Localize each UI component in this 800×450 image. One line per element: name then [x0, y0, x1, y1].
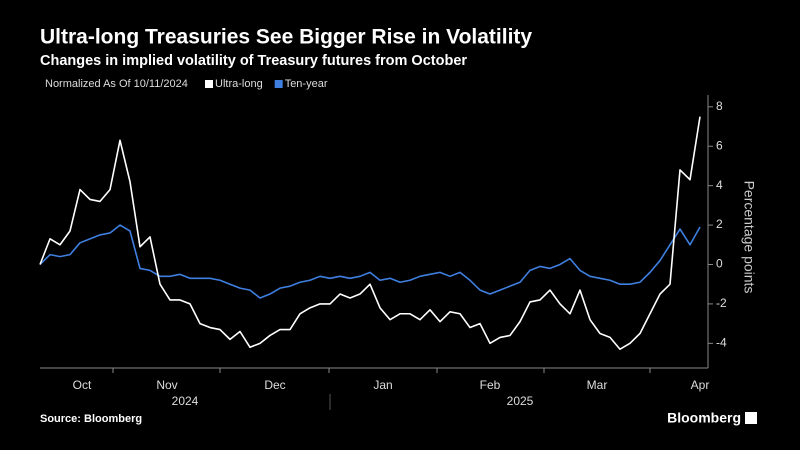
legend-label: Ultra-long: [215, 78, 263, 90]
x-tick-label: Jan: [373, 378, 392, 392]
x-tick-label: Apr: [691, 378, 710, 392]
x-tick-label: Mar: [587, 378, 608, 392]
y-tick-label: 2: [716, 217, 723, 231]
y-axis-label: Percentage points: [741, 181, 757, 294]
legend-note: Normalized As Of 10/11/2024: [45, 78, 188, 90]
chart-subtitle: Changes in implied volatility of Treasur…: [40, 53, 467, 69]
brand-logo: Bloomberg: [667, 410, 741, 426]
y-tick-label: 4: [716, 178, 723, 192]
x-year-label: 2024: [172, 394, 199, 408]
x-year-label: 2025: [507, 394, 534, 408]
legend-swatch: [205, 80, 213, 88]
x-tick-label: Oct: [73, 378, 92, 392]
legend-swatch: [274, 80, 283, 88]
chart-title: Ultra-long Treasuries See Bigger Rise in…: [40, 26, 532, 49]
source: Source: Bloomberg: [40, 413, 142, 425]
y-tick-label: 0: [716, 257, 723, 271]
legend-label: Ten-year: [285, 78, 328, 90]
x-tick-label: Dec: [264, 378, 285, 392]
series-line: [39, 116, 701, 351]
x-tick-label: Nov: [156, 378, 177, 392]
y-tick-label: 6: [716, 138, 723, 152]
y-tick-label: -4: [716, 335, 727, 349]
y-tick-label: 8: [716, 99, 723, 113]
y-tick-label: -2: [716, 296, 727, 310]
brand-icon: [745, 412, 757, 424]
series-line: [39, 224, 701, 299]
x-tick-label: Feb: [480, 378, 501, 392]
